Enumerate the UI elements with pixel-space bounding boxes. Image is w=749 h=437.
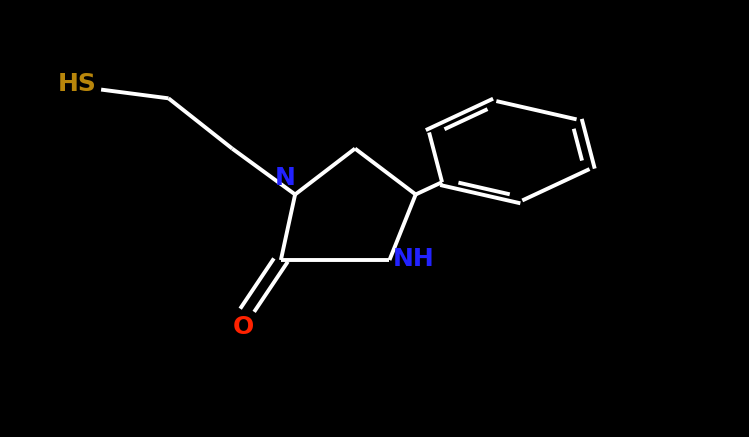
Text: NH: NH — [392, 247, 434, 271]
Text: HS: HS — [58, 73, 97, 96]
Text: N: N — [275, 166, 296, 190]
Text: O: O — [233, 315, 254, 339]
